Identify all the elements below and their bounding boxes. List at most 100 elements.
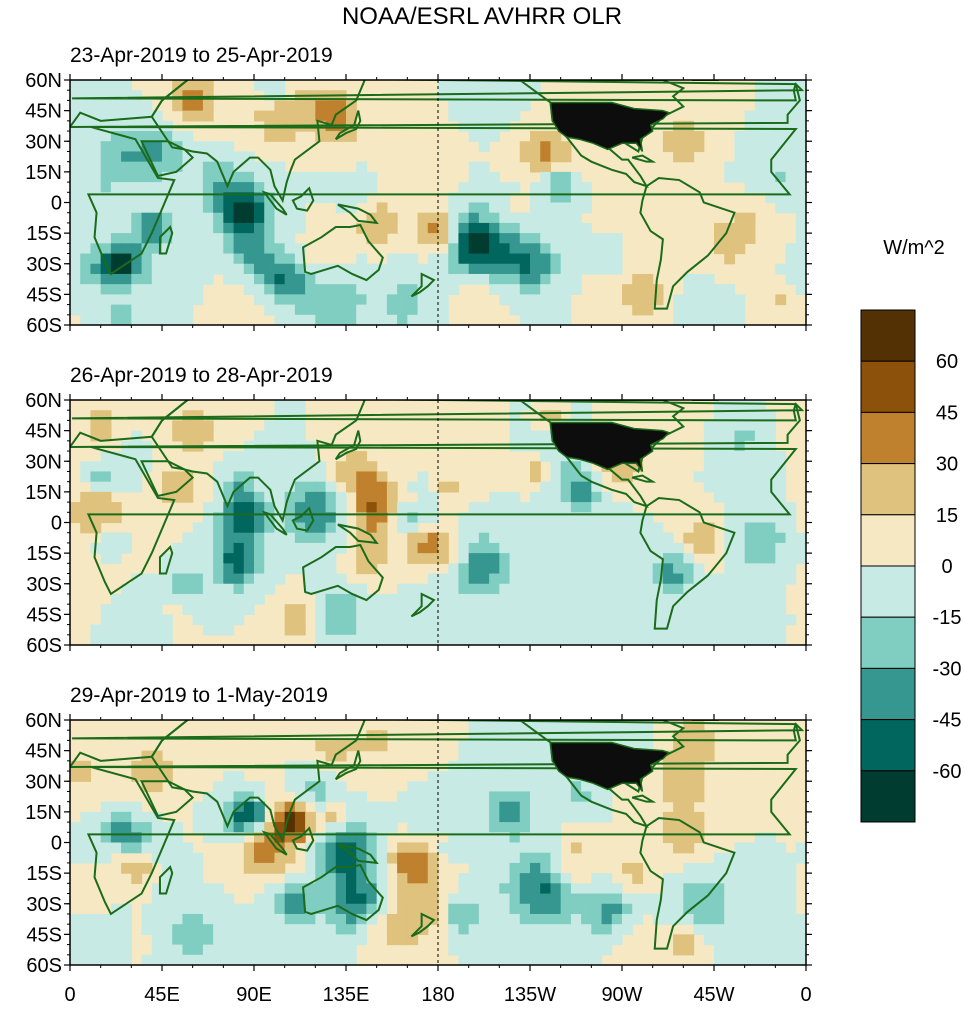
- field-cell: [489, 284, 500, 295]
- field-cell: [448, 852, 460, 864]
- field-cell: [70, 182, 81, 193]
- field-cell: [795, 202, 806, 214]
- field-cell: [499, 233, 511, 244]
- field-cell: [213, 192, 224, 204]
- field-cell: [315, 771, 327, 782]
- field-cell: [233, 532, 245, 544]
- field-cell: [734, 243, 746, 255]
- y-tick-label: 30S: [26, 574, 62, 596]
- field-cell: [274, 852, 286, 864]
- field-cell: [335, 852, 347, 864]
- field-cell: [356, 304, 368, 316]
- field-cell: [775, 583, 787, 595]
- field-cell: [305, 883, 316, 895]
- field-cell: [591, 893, 603, 905]
- field-cell: [530, 90, 541, 102]
- field-cell: [162, 304, 173, 316]
- field-cell: [530, 304, 541, 316]
- field-cell: [70, 934, 81, 946]
- field-cell: [70, 263, 81, 275]
- field-cell: [356, 934, 368, 946]
- field-cell: [192, 522, 204, 534]
- field-cell: [121, 604, 132, 615]
- field-cell: [550, 614, 562, 626]
- field-cell: [284, 512, 296, 524]
- olr-anomaly-field: [70, 400, 806, 645]
- australia-coastline: [302, 863, 384, 922]
- field-cell: [386, 604, 398, 615]
- field-cell: [223, 893, 235, 905]
- field-cell: [213, 934, 224, 946]
- field-cell: [765, 954, 776, 965]
- field-cell: [305, 532, 316, 544]
- field-cell: [478, 563, 490, 575]
- field-cell: [570, 233, 582, 244]
- field-cell: [141, 461, 153, 473]
- field-cell: [611, 573, 623, 585]
- field-cell: [560, 593, 572, 605]
- field-cell: [478, 924, 490, 935]
- field-cell: [530, 583, 541, 595]
- field-cell: [683, 791, 695, 803]
- field-cell: [652, 604, 664, 615]
- field-cell: [254, 563, 265, 575]
- field-cell: [499, 512, 511, 524]
- y-tick-label: 15N: [25, 482, 62, 504]
- field-cell: [458, 110, 470, 122]
- field-cell: [264, 842, 276, 854]
- field-cell: [489, 771, 500, 782]
- field-cell: [570, 563, 582, 575]
- field-cell: [530, 750, 541, 762]
- field-cell: [530, 801, 541, 813]
- field-cell: [202, 624, 214, 636]
- field-cell: [448, 110, 460, 122]
- field-cell: [182, 842, 194, 854]
- field-cell: [734, 410, 746, 422]
- field-cell: [213, 903, 224, 915]
- field-cell: [683, 284, 695, 295]
- field-cell: [90, 253, 102, 265]
- field-cell: [80, 212, 92, 224]
- field-cell: [110, 532, 122, 544]
- field-cell: [213, 512, 224, 524]
- field-cell: [427, 233, 439, 244]
- field-cell: [100, 954, 112, 965]
- field-cell: [315, 740, 327, 752]
- field-cell: [478, 842, 490, 854]
- field-cell: [100, 924, 112, 935]
- field-cell: [417, 893, 429, 905]
- field-cell: [581, 512, 592, 524]
- field-cell: [284, 420, 296, 432]
- field-cell: [100, 131, 112, 142]
- field-cell: [765, 532, 776, 544]
- field-cell: [744, 883, 756, 895]
- field-cell: [540, 532, 552, 544]
- field-cell: [243, 781, 255, 793]
- field-cell: [141, 171, 153, 183]
- field-cell: [775, 192, 787, 204]
- field-cell: [213, 593, 224, 605]
- field-cell: [110, 273, 122, 285]
- field-cell: [570, 593, 582, 605]
- field-cell: [683, 131, 695, 142]
- field-cell: [540, 801, 552, 813]
- field-cell: [284, 842, 296, 854]
- field-cell: [397, 852, 408, 864]
- field-cell: [642, 740, 654, 752]
- field-cell: [90, 110, 102, 122]
- field-cell: [386, 811, 398, 823]
- field-cell: [305, 304, 316, 316]
- field-cell: [703, 624, 715, 636]
- field-cell: [397, 512, 408, 524]
- field-cell: [570, 883, 582, 895]
- field-cell: [162, 944, 173, 956]
- field-cell: [284, 202, 296, 214]
- field-cell: [294, 263, 306, 275]
- field-cell: [448, 233, 460, 244]
- field-cell: [591, 604, 603, 615]
- field-cell: [652, 563, 664, 575]
- field-cell: [264, 451, 276, 462]
- field-cell: [294, 801, 306, 813]
- field-cell: [611, 634, 623, 645]
- field-cell: [632, 634, 644, 645]
